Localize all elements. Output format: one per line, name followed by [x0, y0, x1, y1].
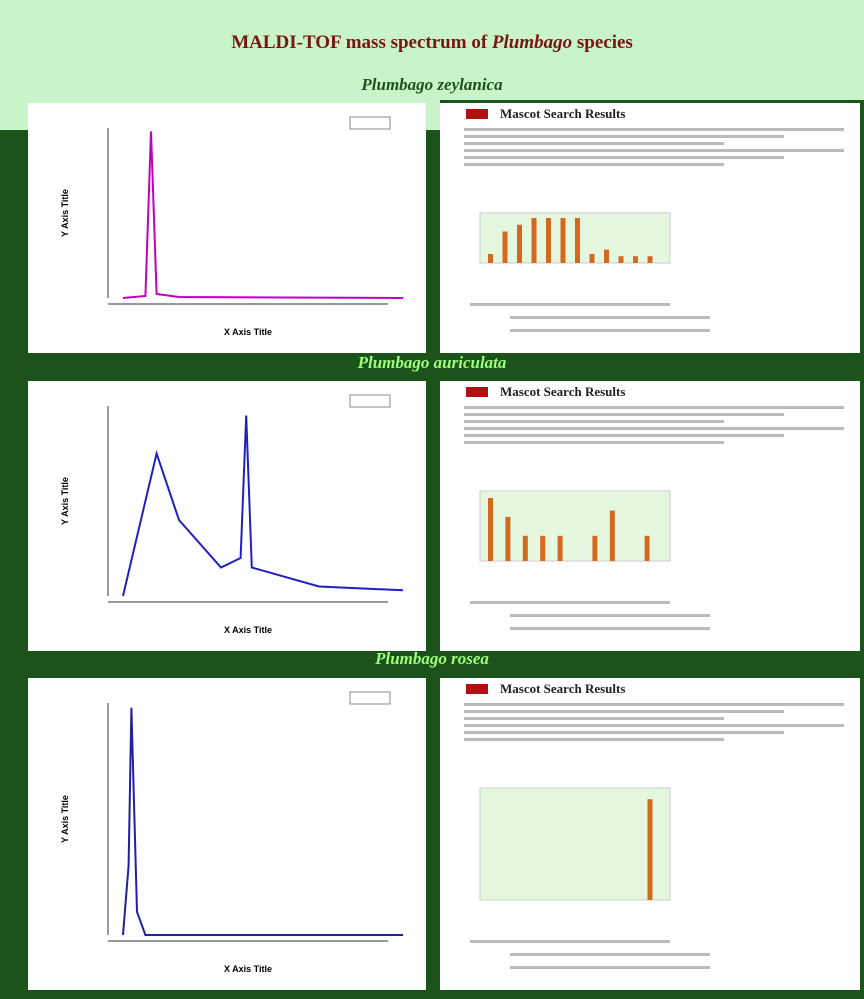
histogram-bar — [540, 536, 545, 561]
histogram-bar — [523, 536, 528, 561]
species-label: Plumbago auriculata — [357, 353, 507, 372]
text-line — [510, 614, 710, 617]
histogram-bar — [604, 250, 609, 264]
species-label: Plumbago zeylanica — [360, 75, 503, 94]
text-line — [470, 940, 670, 943]
text-line — [464, 434, 784, 437]
text-line — [464, 413, 784, 416]
title-prefix: MALDI-TOF mass spectrum of — [231, 32, 492, 53]
histogram-bar — [505, 517, 510, 561]
title-italic: Plumbago — [491, 32, 572, 53]
histogram-bar — [546, 218, 551, 263]
mascot-title: Mascot Search Results — [500, 681, 625, 696]
text-line — [510, 329, 710, 332]
text-line — [464, 406, 844, 409]
mascot-logo — [466, 387, 488, 397]
legend-box — [350, 117, 390, 129]
text-line — [470, 303, 670, 306]
mascot-logo — [466, 684, 488, 694]
x-axis-title: X Axis Title — [224, 625, 272, 635]
text-line — [464, 156, 784, 159]
histogram-bar — [648, 799, 653, 900]
text-line — [464, 717, 724, 720]
poster: MALDI-TOF mass spectrum of Plumbago spec… — [0, 0, 864, 999]
histogram-bar — [503, 232, 508, 264]
species-label: Plumbago rosea — [374, 649, 489, 668]
histogram-bar — [488, 254, 493, 263]
histogram-bar — [610, 511, 615, 561]
text-line — [510, 316, 710, 319]
text-line — [464, 135, 784, 138]
panel-frame — [28, 678, 426, 990]
text-line — [464, 731, 784, 734]
histogram-bar — [558, 536, 563, 561]
text-line — [464, 163, 724, 166]
histogram-bar — [561, 218, 566, 263]
mascot-title: Mascot Search Results — [500, 106, 625, 121]
text-line — [464, 703, 844, 706]
text-line — [470, 601, 670, 604]
y-axis-title: Y Axis Title — [60, 189, 70, 237]
text-line — [464, 427, 844, 430]
text-line — [464, 738, 724, 741]
spectrum-panel: X Axis Title Y Axis Title — [28, 381, 426, 651]
mascot-panel: Mascot Search Results — [440, 381, 860, 651]
histogram-bar — [575, 218, 580, 263]
histogram-bar — [619, 256, 624, 263]
histogram-bar — [592, 536, 597, 561]
histogram-bar — [517, 225, 522, 263]
histogram-bar — [488, 498, 493, 561]
mascot-logo — [466, 109, 488, 119]
title-suffix: species — [572, 32, 633, 53]
text-line — [510, 953, 710, 956]
text-line — [510, 966, 710, 969]
histogram-area — [480, 788, 670, 900]
y-axis-title: Y Axis Title — [60, 477, 70, 525]
text-line — [464, 441, 724, 444]
text-line — [464, 128, 844, 131]
histogram-bar — [645, 536, 650, 561]
mascot-title: Mascot Search Results — [500, 384, 625, 399]
mascot-panel: Mascot Search Results — [440, 103, 860, 353]
histogram-bar — [590, 254, 595, 263]
x-axis-title: X Axis Title — [224, 327, 272, 337]
legend-box — [350, 692, 390, 704]
mascot-panel: Mascot Search Results — [440, 678, 860, 990]
y-axis-title: Y Axis Title — [60, 795, 70, 843]
text-line — [464, 710, 784, 713]
spectrum-panel: X Axis Title Y Axis Title — [28, 678, 426, 990]
panel-frame — [28, 103, 426, 353]
poster-title: MALDI-TOF mass spectrum of Plumbago spec… — [231, 32, 633, 53]
histogram-bar — [633, 256, 638, 263]
x-axis-title: X Axis Title — [224, 964, 272, 974]
text-line — [464, 142, 724, 145]
spectrum-panel: X Axis Title Y Axis Title — [28, 103, 426, 353]
histogram-bar — [532, 218, 537, 263]
text-line — [464, 420, 724, 423]
text-line — [464, 149, 844, 152]
legend-box — [350, 395, 390, 407]
text-line — [464, 724, 844, 727]
panel-frame — [28, 381, 426, 651]
histogram-bar — [648, 256, 653, 263]
text-line — [510, 627, 710, 630]
